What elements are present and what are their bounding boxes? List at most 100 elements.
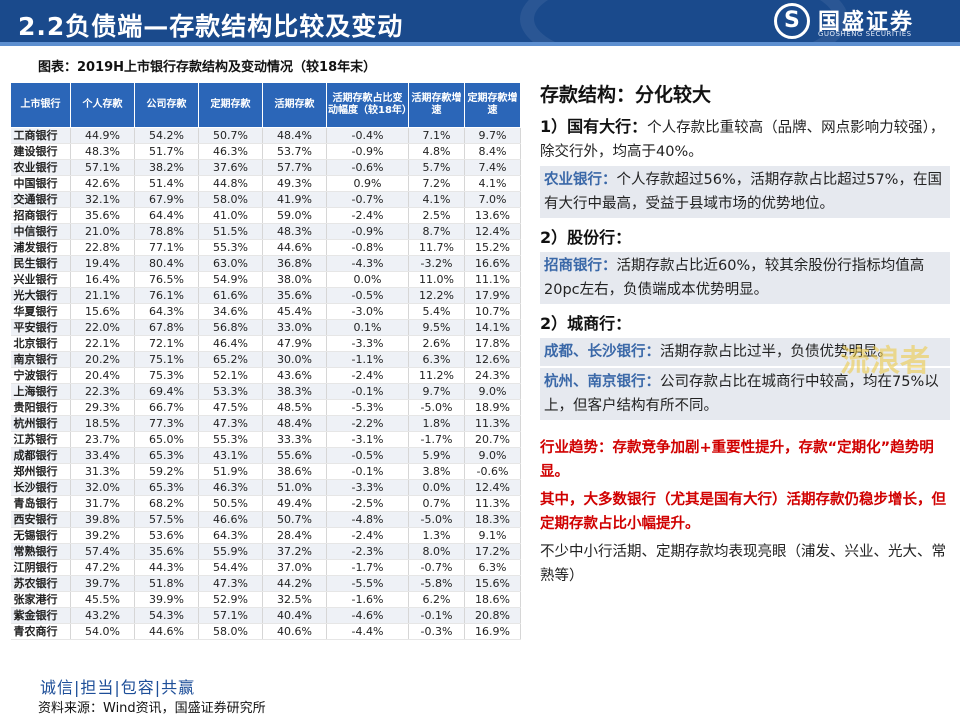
value-cell: 9.7%: [408, 383, 465, 400]
value-cell: 32.0%: [70, 479, 135, 496]
value-cell: -1.7%: [326, 559, 409, 576]
value-cell: -5.0%: [408, 511, 465, 528]
value-cell: 37.6%: [198, 159, 263, 176]
value-cell: 11.3%: [464, 415, 521, 432]
value-cell: 55.3%: [198, 431, 263, 448]
value-cell: 12.4%: [464, 223, 521, 240]
value-cell: 14.1%: [464, 319, 521, 336]
value-cell: 7.0%: [464, 191, 521, 208]
bank-highlight: 招商银行：: [544, 258, 617, 274]
value-cell: 17.9%: [464, 287, 521, 304]
value-cell: 33.3%: [262, 431, 327, 448]
value-cell: 32.5%: [262, 591, 327, 608]
value-cell: 37.2%: [262, 543, 327, 560]
value-cell: 8.0%: [408, 543, 465, 560]
table-row: 成都银行 33.4% 65.3% 43.1% 55.6% -0.5% 5.9% 9.0%: [10, 447, 521, 464]
table-row: 浦发银行 22.8% 77.1% 55.3% 44.6% -0.8% 11.7% 15.2%: [10, 239, 521, 256]
value-cell: 44.2%: [262, 575, 327, 592]
value-cell: 11.2%: [408, 367, 465, 384]
value-cell: 12.2%: [408, 287, 465, 304]
value-cell: 65.0%: [134, 431, 199, 448]
value-cell: 3.8%: [408, 463, 465, 480]
value-cell: 65.3%: [134, 447, 199, 464]
value-cell: 59.0%: [262, 207, 327, 224]
value-cell: 20.2%: [70, 351, 135, 368]
value-cell: -0.6%: [464, 463, 521, 480]
value-cell: 20.8%: [464, 607, 521, 624]
value-cell: -1.6%: [326, 591, 409, 608]
value-cell: -2.4%: [326, 367, 409, 384]
bank-name-cell: 中国银行: [10, 175, 71, 192]
value-cell: -0.7%: [326, 191, 409, 208]
value-cell: 30.0%: [262, 351, 327, 368]
value-cell: 40.4%: [262, 607, 327, 624]
value-cell: 9.0%: [464, 447, 521, 464]
value-cell: 15.6%: [70, 303, 135, 320]
col-header-demand-growth: 活期存款增速: [408, 82, 465, 128]
value-cell: 22.1%: [70, 335, 135, 352]
value-cell: 22.8%: [70, 239, 135, 256]
value-cell: 15.2%: [464, 239, 521, 256]
value-cell: 7.1%: [408, 127, 465, 144]
value-cell: 38.6%: [262, 463, 327, 480]
table-row: 兴业银行 16.4% 76.5% 54.9% 38.0% 0.0% 11.0% 11.1%: [10, 271, 521, 288]
value-cell: 5.4%: [408, 303, 465, 320]
bank-highlight: 杭州、南京银行：: [544, 374, 660, 390]
value-cell: 42.6%: [70, 175, 135, 192]
value-cell: 44.6%: [134, 623, 199, 640]
value-cell: 76.1%: [134, 287, 199, 304]
value-cell: 77.3%: [134, 415, 199, 432]
highlight-box-chengdu-changsha: 成都、长沙银行：活期存款占比过半，负债优势明显。: [540, 338, 950, 366]
value-cell: 38.0%: [262, 271, 327, 288]
value-cell: 44.6%: [262, 239, 327, 256]
value-cell: 18.9%: [464, 399, 521, 416]
bank-name-cell: 长沙银行: [10, 479, 71, 496]
value-cell: -3.2%: [408, 255, 465, 272]
value-cell: 40.6%: [262, 623, 327, 640]
table-row: 常熟银行 57.4% 35.6% 55.9% 37.2% -2.3% 8.0% 17.2%: [10, 543, 521, 560]
value-cell: 35.6%: [134, 543, 199, 560]
value-cell: -5.5%: [326, 575, 409, 592]
bank-name-cell: 紫金银行: [10, 607, 71, 624]
value-cell: 45.4%: [262, 303, 327, 320]
value-cell: 54.2%: [134, 127, 199, 144]
col-header-time-growth: 定期存款增速: [464, 82, 521, 128]
value-cell: 52.9%: [198, 591, 263, 608]
value-cell: 65.2%: [198, 351, 263, 368]
value-cell: 16.6%: [464, 255, 521, 272]
value-cell: 36.8%: [262, 255, 327, 272]
value-cell: 38.2%: [134, 159, 199, 176]
bank-name-cell: 平安银行: [10, 319, 71, 336]
value-cell: 55.9%: [198, 543, 263, 560]
value-cell: -0.9%: [326, 223, 409, 240]
value-cell: 2.6%: [408, 335, 465, 352]
table-row: 苏农银行 39.7% 51.8% 47.3% 44.2% -5.5% -5.8% 15.6%: [10, 575, 521, 592]
value-cell: 67.9%: [134, 191, 199, 208]
bank-name-cell: 青农商行: [10, 623, 71, 640]
value-cell: -3.1%: [326, 431, 409, 448]
value-cell: 67.8%: [134, 319, 199, 336]
value-cell: 17.8%: [464, 335, 521, 352]
bank-name-cell: 杭州银行: [10, 415, 71, 432]
value-cell: 47.9%: [262, 335, 327, 352]
table-row: 杭州银行 18.5% 77.3% 47.3% 48.4% -2.2% 1.8% 11.3%: [10, 415, 521, 432]
value-cell: 11.7%: [408, 239, 465, 256]
table-row: 建设银行 48.3% 51.7% 46.3% 53.7% -0.9% 4.8% 8.4%: [10, 143, 521, 160]
table-row: 宁波银行 20.4% 75.3% 52.1% 43.6% -2.4% 11.2% 24.3%: [10, 367, 521, 384]
value-cell: -0.1%: [326, 463, 409, 480]
bank-name-cell: 招商银行: [10, 207, 71, 224]
value-cell: -1.7%: [408, 431, 465, 448]
bank-name-cell: 华夏银行: [10, 303, 71, 320]
value-cell: 56.8%: [198, 319, 263, 336]
value-cell: 44.8%: [198, 175, 263, 192]
value-cell: 47.5%: [198, 399, 263, 416]
value-cell: 28.4%: [262, 527, 327, 544]
value-cell: 11.0%: [408, 271, 465, 288]
value-cell: 47.3%: [198, 575, 263, 592]
value-cell: 41.9%: [262, 191, 327, 208]
value-cell: -0.1%: [408, 607, 465, 624]
value-cell: 57.5%: [134, 511, 199, 528]
value-cell: 7.2%: [408, 175, 465, 192]
trend-detail-text: 其中，大多数银行（尤其是国有大行）活期存款仍稳步增长，但定期存款占比小幅提升。: [540, 492, 946, 532]
value-cell: 20.7%: [464, 431, 521, 448]
